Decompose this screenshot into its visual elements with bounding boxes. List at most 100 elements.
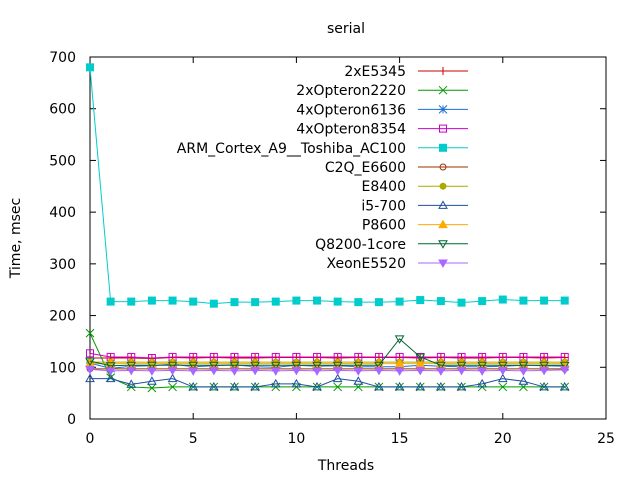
data-point (415, 366, 426, 376)
data-point (456, 361, 467, 371)
series-4xopteron8354 (86, 349, 569, 362)
series-i5-700 (85, 373, 570, 391)
data-point (208, 366, 219, 376)
data-point (167, 373, 178, 383)
legend-item: 4xOpteron6136 (296, 102, 468, 118)
data-point (497, 361, 508, 371)
legend-item: P8600 (362, 218, 468, 234)
x-axis-label: Threads (317, 458, 374, 474)
data-point (333, 382, 343, 392)
series-e8400 (86, 358, 569, 366)
data-point (208, 361, 219, 371)
data-point (415, 381, 426, 391)
y-tick-label: 0 (67, 412, 76, 428)
data-point (313, 296, 322, 305)
data-point (518, 376, 529, 385)
legend-marker (438, 200, 448, 209)
data-point (560, 296, 569, 305)
data-point (270, 367, 281, 376)
x-tick-label: 15 (391, 431, 409, 447)
data-point (518, 367, 529, 376)
data-point (168, 296, 177, 305)
legend-label: 2xOpteron2220 (296, 83, 406, 99)
legend-marker (438, 105, 448, 114)
data-point (477, 367, 488, 376)
data-point (105, 373, 116, 383)
data-point (168, 382, 177, 392)
data-point (250, 381, 260, 391)
data-point (188, 381, 199, 391)
data-point (353, 376, 364, 385)
y-tick-label: 500 (49, 153, 76, 169)
legend-item: i5-700 (361, 198, 468, 214)
legend-marker (439, 163, 447, 171)
data-point (250, 366, 260, 376)
data-point (209, 299, 218, 308)
data-point (394, 367, 405, 376)
data-point (291, 361, 302, 371)
legend-marker (438, 219, 448, 229)
data-point (188, 367, 199, 376)
x-tick-label: 10 (287, 431, 305, 447)
data-point (456, 381, 467, 391)
data-point (291, 366, 302, 376)
legend-label: XeonE5520 (327, 256, 407, 272)
data-point (374, 298, 383, 307)
y-axis-label: Time, msec (8, 198, 24, 279)
data-point (229, 361, 240, 371)
data-point (85, 373, 95, 383)
data-point (106, 297, 115, 306)
legend-marker (439, 124, 447, 133)
data-point (251, 298, 260, 307)
data-point (127, 297, 136, 306)
data-point (353, 367, 364, 376)
data-point (126, 361, 137, 371)
data-point (436, 367, 446, 376)
data-point (85, 328, 95, 338)
legend-marker (438, 259, 448, 269)
data-point (394, 381, 405, 391)
data-point (271, 297, 280, 306)
legend-label: 4xOpteron8354 (296, 122, 406, 138)
series-line (89, 352, 565, 359)
series-xeone5520 (85, 365, 570, 376)
x-tick-label: 0 (86, 431, 95, 447)
data-point (374, 381, 384, 391)
data-point (415, 358, 426, 368)
legend-label: i5-700 (361, 198, 406, 214)
data-point (270, 378, 281, 388)
legend: 2xE5345 2xOpteron2220 4xOpteron6136 4xOpter… (177, 64, 468, 272)
legend-label: ARM_Cortex_A9__Toshiba_AC100 (177, 141, 406, 157)
legend-label: 4xOpteron6136 (296, 102, 406, 118)
data-point (354, 298, 363, 307)
legend-marker (439, 182, 447, 190)
data-point (416, 296, 425, 305)
legend-item: ARM_Cortex_A9__Toshiba_AC100 (177, 141, 468, 157)
data-point (333, 297, 342, 306)
data-point (456, 366, 467, 376)
data-point (559, 366, 570, 375)
data-point (208, 381, 219, 391)
data-point (332, 373, 343, 383)
legend-item: 4xOpteron8354 (296, 122, 468, 138)
x-tick-label: 5 (189, 431, 198, 447)
data-point (85, 365, 95, 375)
data-point (147, 376, 157, 385)
series-line (90, 378, 565, 388)
data-point (394, 335, 405, 344)
y-tick-label: 600 (49, 102, 76, 118)
x-tick-label: 25 (597, 431, 615, 447)
data-point (436, 361, 446, 371)
y-tick-label: 300 (49, 257, 76, 273)
data-point (395, 297, 404, 306)
legend-item: 2xOpteron2220 (296, 83, 468, 99)
data-point (312, 367, 322, 376)
data-point (189, 297, 198, 306)
legend-item: XeonE5520 (327, 256, 468, 272)
data-point (478, 297, 487, 306)
data-point (188, 361, 199, 371)
y-tick-label: 400 (49, 205, 76, 221)
data-point (540, 296, 549, 305)
data-point (394, 358, 405, 368)
legend-label: E8400 (362, 179, 406, 195)
